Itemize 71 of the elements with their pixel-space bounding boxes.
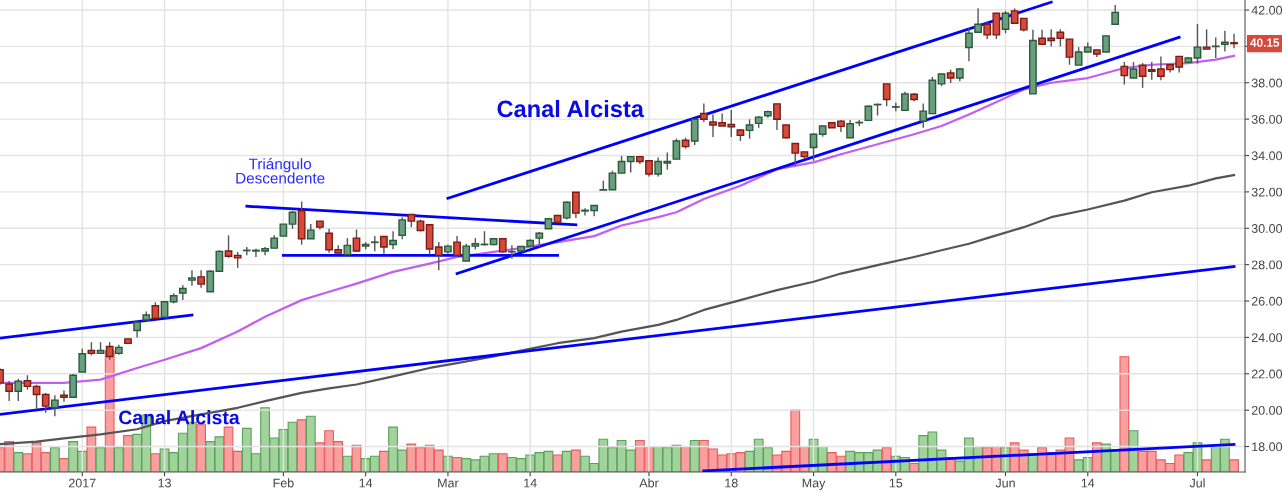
candlestick (50, 394, 59, 417)
candlestick (608, 170, 617, 191)
x-tick-label: 14 (524, 478, 537, 488)
candlestick (690, 118, 699, 146)
y-tick-label: 34.00 (1251, 151, 1282, 161)
candlestick (773, 103, 781, 131)
annotation: Canal Alcista (497, 99, 645, 118)
y-tick-label: 32.00 (1251, 187, 1282, 197)
y-tick-label: 30.00 (1251, 224, 1282, 233)
candlestick (1111, 4, 1120, 25)
candlestick (352, 228, 361, 253)
annotation: 40.15 (1250, 38, 1280, 47)
y-tick-label: 36.00 (1251, 114, 1282, 124)
candlestick (672, 137, 681, 160)
bar (1119, 356, 1130, 472)
candlestick (745, 118, 754, 140)
y-tick-label: 42.00 (1251, 5, 1282, 15)
y-tick-label: 18.00 (1252, 442, 1282, 452)
line-series (0, 174, 1236, 446)
candlestick (1193, 23, 1202, 65)
bar (49, 447, 60, 472)
candlestick (1220, 30, 1229, 53)
candlestick (389, 230, 397, 251)
candlestick (398, 216, 407, 241)
y-tick-label: 38.00 (1251, 78, 1282, 88)
y-tick-label: 22.00 (1251, 369, 1282, 379)
candlestick (1230, 33, 1238, 49)
annotation: Triángulo Descendente (236, 157, 325, 184)
candlestick (453, 235, 461, 258)
candlestick (224, 234, 233, 259)
bar (1229, 459, 1239, 472)
x-tick-label: May (802, 478, 826, 490)
x-tick-label: 13 (158, 478, 171, 488)
x-tick-label: 14 (359, 478, 373, 488)
bar (305, 415, 316, 472)
y-tick-label: 24.00 (1251, 333, 1282, 343)
candlestick (69, 373, 78, 398)
x-tick-label: Jun (995, 478, 1015, 488)
candlestick (14, 378, 23, 402)
bar (1128, 430, 1139, 472)
bar (342, 455, 353, 472)
candlestick (188, 269, 196, 287)
candlestick (882, 83, 891, 107)
bar (150, 453, 161, 472)
x-tick-label: Jul (1189, 478, 1205, 488)
candlestick (60, 389, 68, 403)
x-tick-label: Feb (273, 478, 294, 488)
x-tick-label: 14 (1081, 478, 1095, 488)
y-tick-label: 26.00 (1251, 296, 1282, 306)
bar (196, 424, 206, 472)
candlestick (288, 210, 297, 230)
bar (86, 426, 97, 472)
candlestick (965, 27, 973, 62)
candlestick (791, 142, 800, 167)
candlestick (41, 392, 50, 414)
y-tick-label: 28.00 (1251, 260, 1282, 270)
x-tick-label: 15 (889, 478, 903, 488)
candlestick (1202, 28, 1211, 50)
x-tick-label: Mar (438, 478, 459, 488)
x-tick-label: Abr (639, 478, 659, 488)
bar (497, 453, 508, 472)
candlestick (78, 348, 87, 373)
x-tick-label: 2017 (69, 478, 96, 488)
candlestick (974, 7, 982, 33)
x-tick-label: 18 (725, 478, 738, 488)
candlestick (699, 102, 708, 123)
annotation: Canal Alcista (119, 410, 240, 425)
candlestick (1120, 61, 1129, 86)
candlestick (1065, 38, 1074, 66)
y-tick-label: 20.00 (1251, 405, 1282, 415)
candlestick (571, 191, 580, 219)
